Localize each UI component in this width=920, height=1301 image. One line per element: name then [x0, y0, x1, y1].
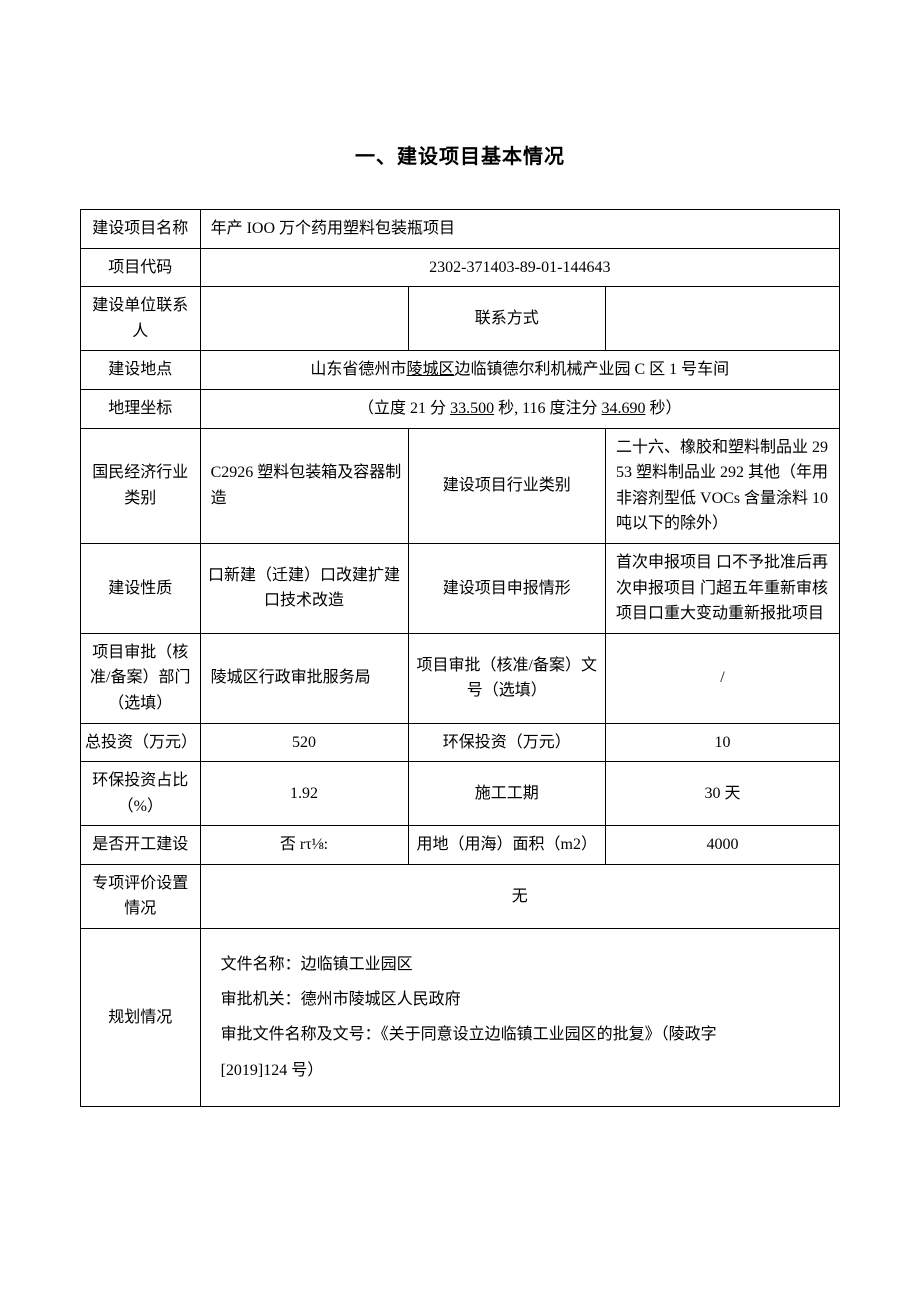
coords-u1: 33.500	[450, 400, 494, 417]
contact-method-value	[606, 287, 840, 351]
location-label: 建设地点	[81, 351, 201, 390]
nature-value: 口新建（迁建）口改建扩建口技术改造	[200, 543, 408, 633]
table-row: 专项评价设置情况 无	[81, 864, 840, 928]
started-value: 否 rτ⅛:	[200, 826, 408, 865]
nature-label: 建设性质	[81, 543, 201, 633]
contact-person-label: 建设单位联系人	[81, 287, 201, 351]
project-info-table: 建设项目名称 年产 IOO 万个药用塑料包装瓶项目 项目代码 2302-3714…	[80, 209, 840, 1107]
coords-u2: 34.690	[601, 400, 645, 417]
contact-person-value	[200, 287, 408, 351]
coords-prefix: （立度 21 分	[358, 400, 450, 417]
econ-cat-value: C2926 塑料包装箱及容器制造	[200, 428, 408, 543]
table-row: 建设地点 山东省德州市陵城区边临镇德尔利机械产业园 C 区 1 号车间	[81, 351, 840, 390]
location-value: 山东省德州市陵城区边临镇德尔利机械产业园 C 区 1 号车间	[200, 351, 839, 390]
proj-ind-label: 建设项目行业类别	[408, 428, 606, 543]
planning-line-1: 文件名称：边临镇工业园区	[221, 947, 829, 982]
location-text-prefix: 山东省德州市	[310, 361, 406, 378]
table-row: 是否开工建设 否 rτ⅛: 用地（用海）面积（m2） 4000	[81, 826, 840, 865]
project-code-label: 项目代码	[81, 248, 201, 287]
location-text-mid: 边临镇德尔利机械产业园 C 区 1 号车间	[454, 361, 729, 378]
total-inv-label: 总投资（万元）	[81, 723, 201, 762]
env-inv-value: 10	[606, 723, 840, 762]
coords-mid: 秒, 116 度注分	[494, 400, 601, 417]
table-row: 建设项目名称 年产 IOO 万个药用塑料包装瓶项目	[81, 210, 840, 249]
planning-line-4: [2019]124 号）	[221, 1053, 829, 1088]
econ-cat-label: 国民经济行业类别	[81, 428, 201, 543]
declare-value: 首次申报项目 口不予批准后再次申报项目 门超五年重新审核项目口重大变动重新报批项…	[606, 543, 840, 633]
coords-label: 地理坐标	[81, 389, 201, 428]
period-label: 施工工期	[408, 762, 606, 826]
project-name-label: 建设项目名称	[81, 210, 201, 249]
contact-method-label: 联系方式	[408, 287, 606, 351]
planning-line-2: 审批机关：德州市陵城区人民政府	[221, 982, 829, 1017]
page-title: 一、建设项目基本情况	[80, 140, 840, 169]
table-row: 规划情况 文件名称：边临镇工业园区 审批机关：德州市陵城区人民政府 审批文件名称…	[81, 929, 840, 1107]
proj-ind-value: 二十六、橡胶和塑料制品业 2953 塑料制品业 292 其他（年用非溶剂型低 V…	[606, 428, 840, 543]
table-row: 国民经济行业类别 C2926 塑料包装箱及容器制造 建设项目行业类别 二十六、橡…	[81, 428, 840, 543]
table-row: 环保投资占比（%） 1.92 施工工期 30 天	[81, 762, 840, 826]
page-container: 一、建设项目基本情况 建设项目名称 年产 IOO 万个药用塑料包装瓶项目 项目代…	[0, 0, 920, 1167]
special-value: 无	[200, 864, 839, 928]
land-value: 4000	[606, 826, 840, 865]
env-ratio-value: 1.92	[200, 762, 408, 826]
period-value: 30 天	[606, 762, 840, 826]
planning-label: 规划情况	[81, 929, 201, 1107]
location-text-underline: 陵城区	[406, 361, 454, 378]
project-code-value: 2302-371403-89-01-144643	[200, 248, 839, 287]
planning-line-3: 审批文件名称及文号：《关于同意设立边临镇工业园区的批复》（陵政字	[221, 1017, 829, 1052]
table-row: 总投资（万元） 520 环保投资（万元） 10	[81, 723, 840, 762]
declare-label: 建设项目申报情形	[408, 543, 606, 633]
approval-dept-value: 陵城区行政审批服务局	[200, 633, 408, 723]
coords-suffix: 秒）	[645, 400, 681, 417]
planning-value: 文件名称：边临镇工业园区 审批机关：德州市陵城区人民政府 审批文件名称及文号：《…	[200, 929, 839, 1107]
approval-no-value: /	[606, 633, 840, 723]
table-row: 建设单位联系人 联系方式	[81, 287, 840, 351]
table-row: 项目代码 2302-371403-89-01-144643	[81, 248, 840, 287]
table-row: 建设性质 口新建（迁建）口改建扩建口技术改造 建设项目申报情形 首次申报项目 口…	[81, 543, 840, 633]
project-name-value: 年产 IOO 万个药用塑料包装瓶项目	[200, 210, 839, 249]
approval-dept-label: 项目审批（核准/备案）部门（选填）	[81, 633, 201, 723]
table-row: 地理坐标 （立度 21 分 33.500 秒, 116 度注分 34.690 秒…	[81, 389, 840, 428]
land-label: 用地（用海）面积（m2）	[408, 826, 606, 865]
total-inv-value: 520	[200, 723, 408, 762]
started-label: 是否开工建设	[81, 826, 201, 865]
env-ratio-label: 环保投资占比（%）	[81, 762, 201, 826]
table-row: 项目审批（核准/备案）部门（选填） 陵城区行政审批服务局 项目审批（核准/备案）…	[81, 633, 840, 723]
coords-value: （立度 21 分 33.500 秒, 116 度注分 34.690 秒）	[200, 389, 839, 428]
approval-no-label: 项目审批（核准/备案）文号（选填）	[408, 633, 606, 723]
special-label: 专项评价设置情况	[81, 864, 201, 928]
env-inv-label: 环保投资（万元）	[408, 723, 606, 762]
